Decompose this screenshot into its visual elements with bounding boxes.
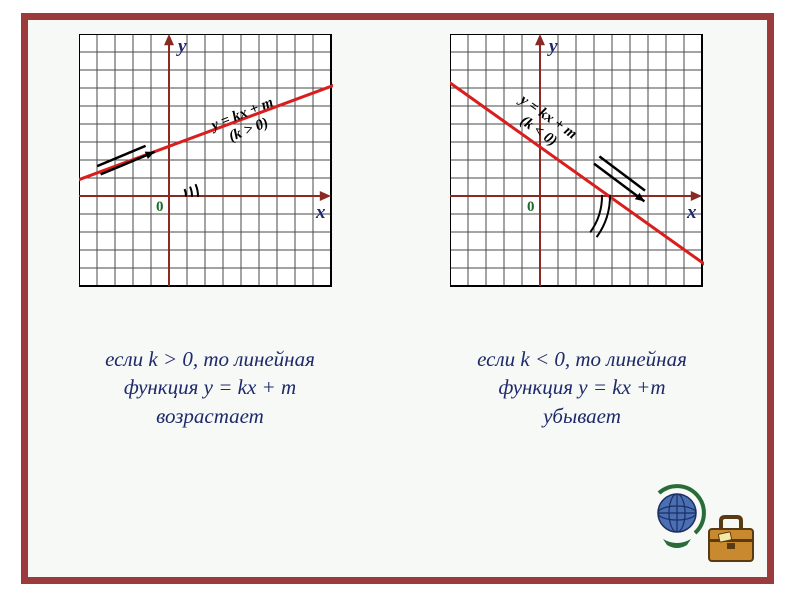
- origin-label: 0: [156, 199, 164, 216]
- chart-decreasing: y x 0 y = kx + m (k < 0): [450, 34, 742, 326]
- chart-decreasing-svg: [450, 34, 704, 288]
- y-axis-label: y: [549, 36, 557, 58]
- origin-label: 0: [527, 199, 535, 216]
- caption-increasing: если k > 0, то линейнаяфункция y = kx + …: [60, 345, 360, 430]
- decorative-icons: [647, 475, 767, 575]
- caption-decreasing: если k < 0, то линейнаяфункция y = kx +m…: [432, 345, 732, 430]
- chart-increasing-svg: [79, 34, 333, 288]
- x-axis-label: x: [687, 202, 697, 224]
- y-axis-label: y: [178, 36, 186, 58]
- x-axis-label: x: [316, 202, 326, 224]
- chart-increasing: y x 0 y = kx + m (k > 0): [79, 34, 371, 326]
